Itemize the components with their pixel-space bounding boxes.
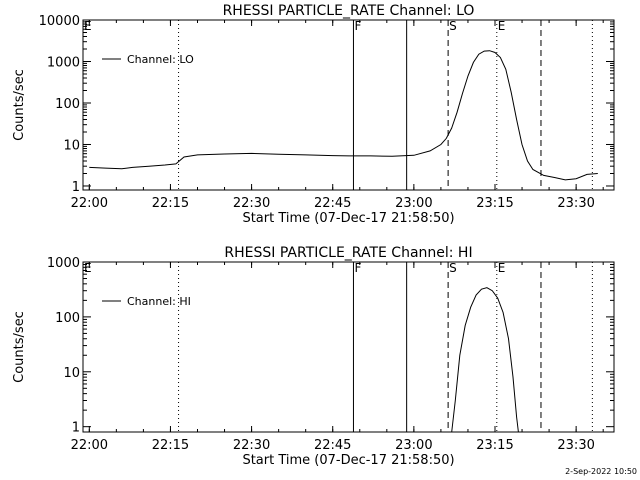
x-tick-label: 22:30	[233, 196, 270, 211]
chart-title: RHESSI PARTICLE_RATE Channel: HI	[224, 245, 472, 261]
event-marker-label: F	[354, 261, 361, 275]
footer-timestamp: 2-Sep-2022 10:50	[565, 467, 637, 476]
x-tick-label: 22:30	[233, 438, 270, 453]
x-tick-label: 22:15	[152, 438, 189, 453]
hi-channel-panel: RHESSI PARTICLE_RATE Channel: HI 22:00 22:…	[12, 245, 615, 468]
x-axis-label: Start Time (07-Dec-17 21:58:50)	[242, 211, 454, 226]
event-marker-label: E	[498, 261, 506, 275]
x-tick-label: 23:30	[557, 438, 594, 453]
y-axis-label: Counts/sec	[12, 69, 27, 141]
y-tick-label: 100	[55, 97, 80, 112]
lo-channel-panel: RHESSI PARTICLE_RATE Channel: LO 22:00 22:…	[12, 3, 615, 226]
y-tick-label: 10000	[39, 14, 80, 29]
x-tick-label: 22:45	[314, 438, 351, 453]
series-line	[451, 287, 519, 433]
legend-label: Channel: LO	[127, 53, 194, 66]
y-tick-label: 1	[72, 421, 80, 436]
y-tick-label: 10	[63, 366, 80, 381]
y-tick-label: 1	[72, 180, 80, 195]
series-line	[89, 50, 598, 181]
x-tick-label: 22:00	[71, 196, 108, 211]
chart-title: RHESSI PARTICLE_RATE Channel: LO	[223, 3, 475, 19]
y-axis-label: Counts/sec	[12, 311, 27, 383]
x-tick-label: 23:30	[557, 196, 594, 211]
plot-frame	[82, 261, 615, 433]
x-tick-label: 23:15	[476, 438, 513, 453]
y-tick-label: 10	[63, 138, 80, 153]
x-tick-label: 22:45	[314, 196, 351, 211]
event-marker-label: E	[84, 19, 92, 33]
event-marker-label: S	[449, 19, 457, 33]
event-marker-label: E	[84, 261, 92, 275]
event-marker-label: S	[449, 261, 457, 275]
event-marker-label: F	[354, 19, 361, 33]
y-tick-label: 1000	[47, 55, 80, 70]
y-tick-label: 1000	[47, 256, 80, 271]
legend-label: Channel: HI	[127, 295, 191, 308]
plot-frame	[82, 19, 615, 191]
x-tick-label: 22:15	[152, 196, 189, 211]
x-tick-label: 23:00	[395, 196, 432, 211]
x-tick-label: 23:15	[476, 196, 513, 211]
event-marker-label: E	[498, 19, 506, 33]
y-tick-label: 100	[55, 311, 80, 326]
x-axis-label: Start Time (07-Dec-17 21:58:50)	[242, 453, 454, 468]
x-tick-label: 22:00	[71, 438, 108, 453]
x-tick-label: 23:00	[395, 438, 432, 453]
